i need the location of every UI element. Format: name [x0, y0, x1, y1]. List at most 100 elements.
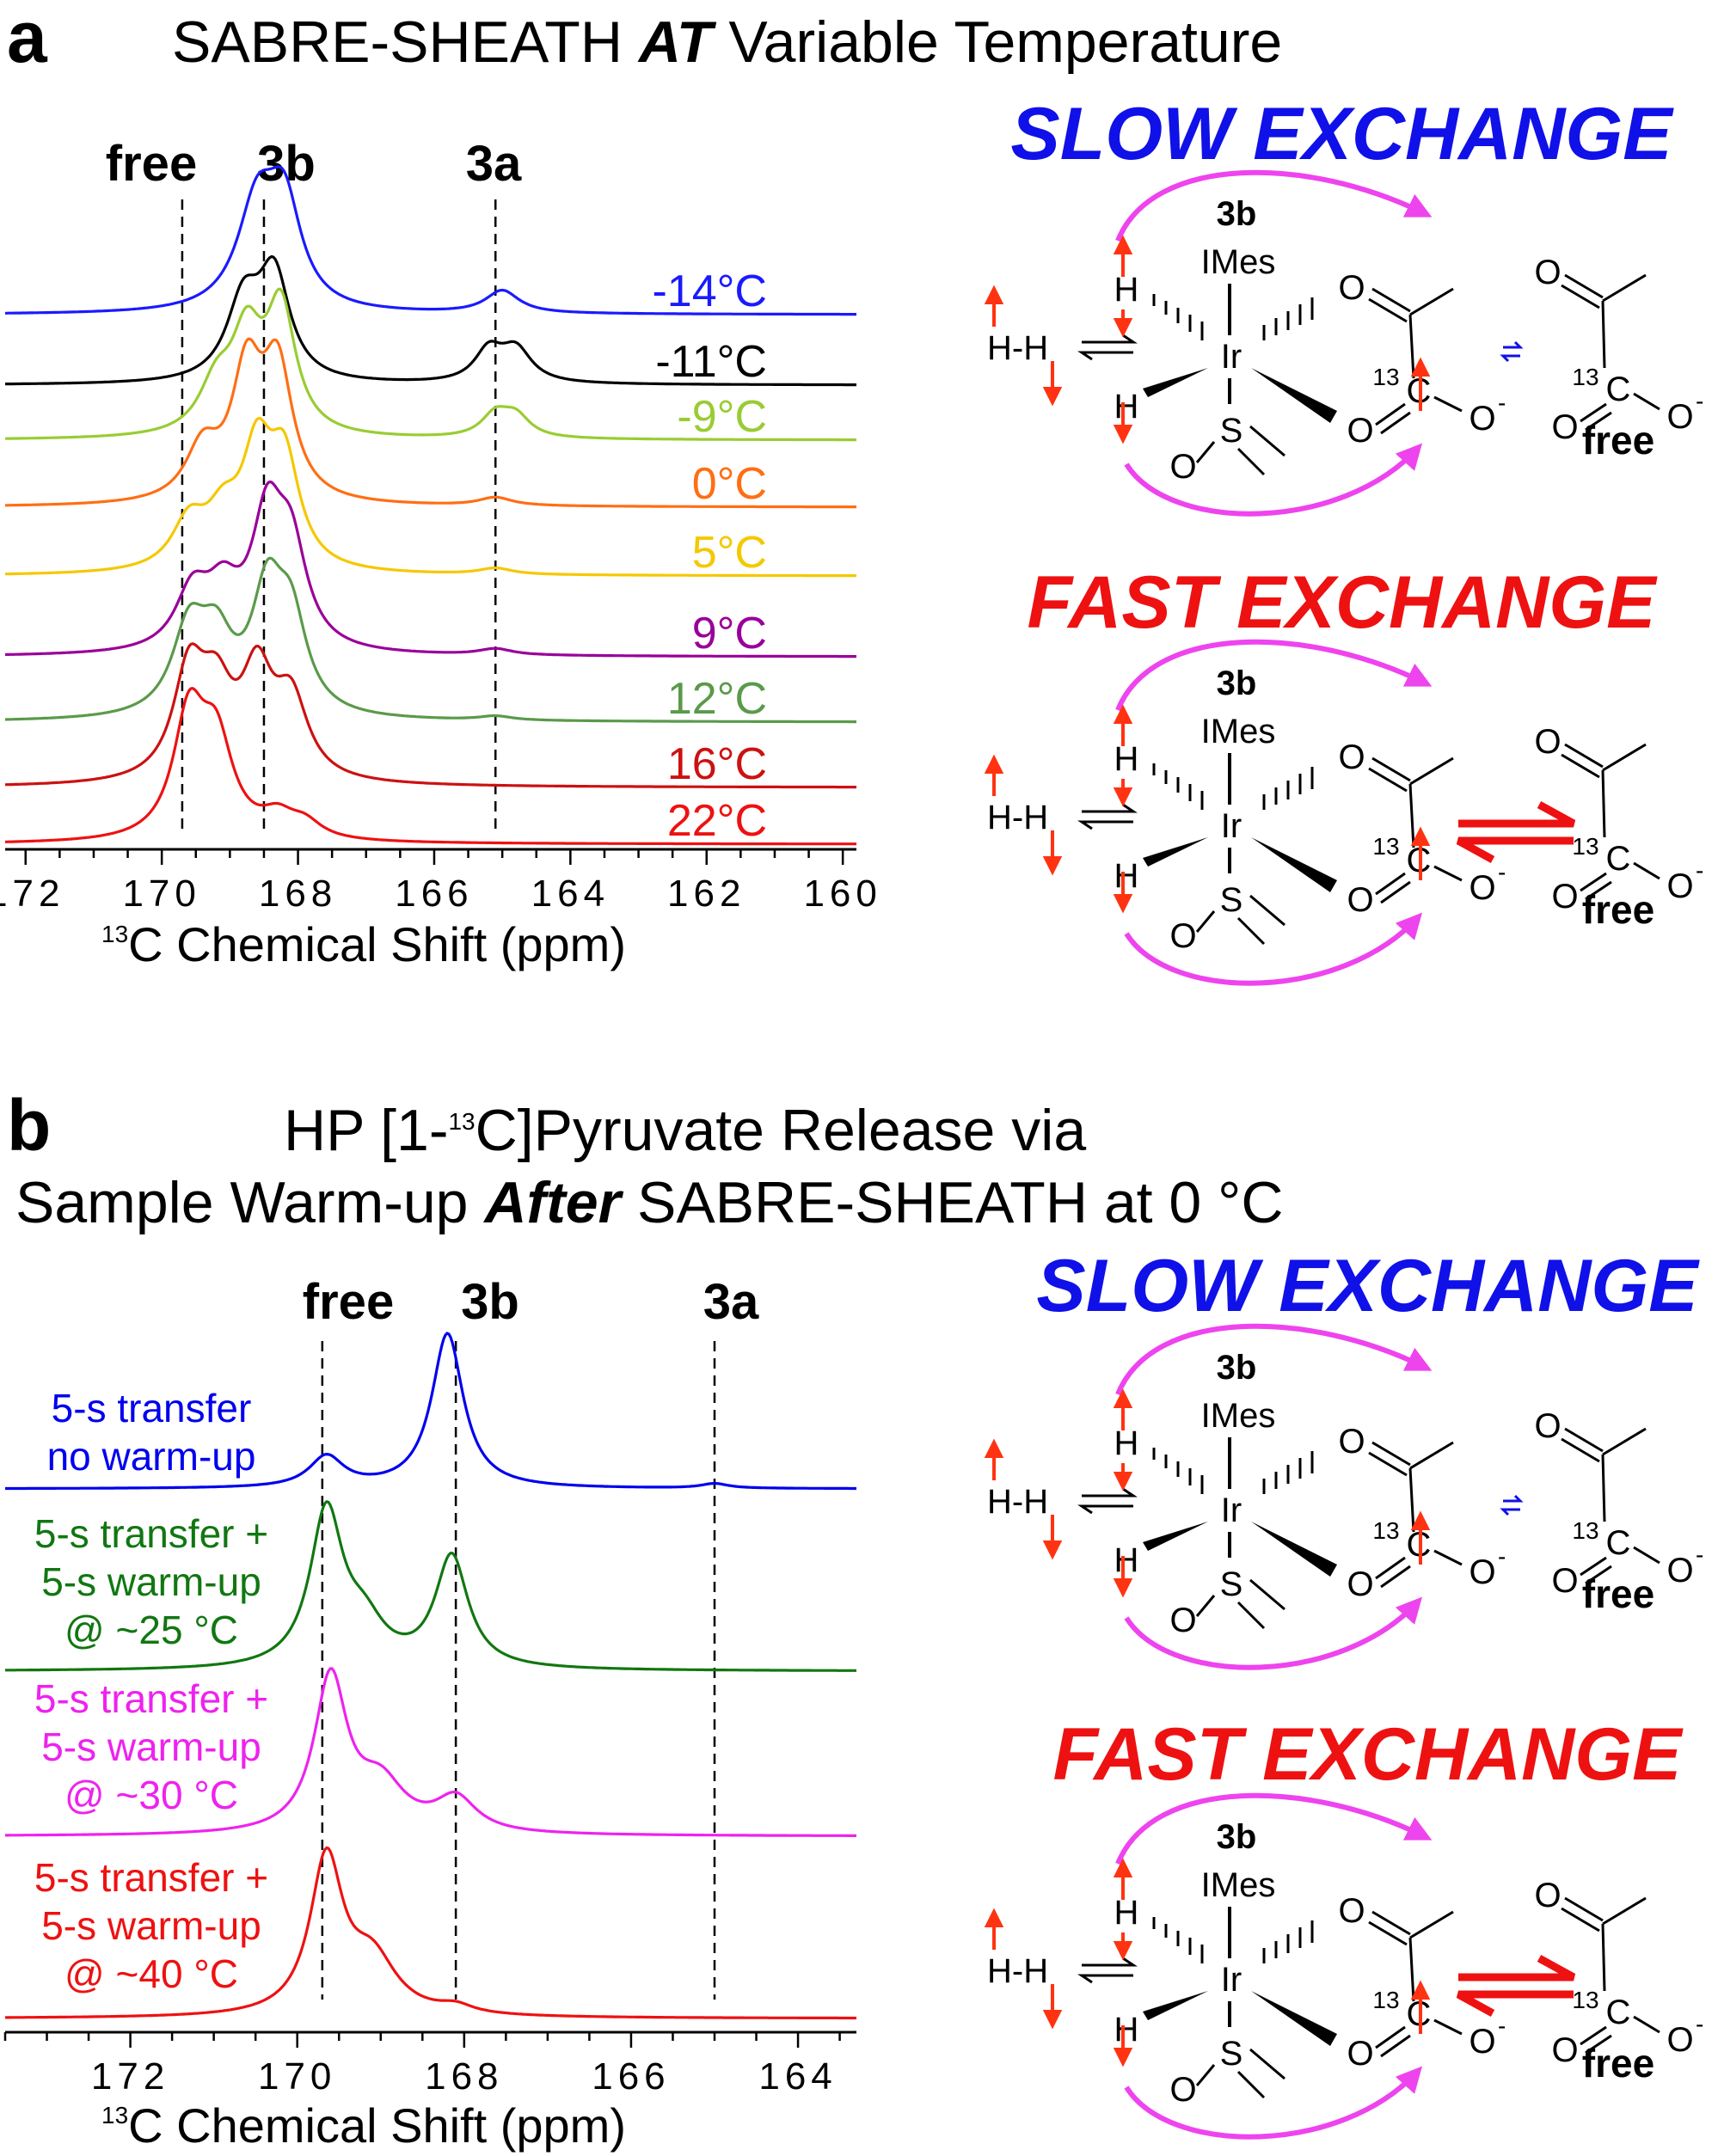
peak-label-3b-a: 3b	[257, 136, 316, 192]
iridium-complex: 3b IMes Ir H H S O O 13 C O O -	[1114, 195, 1506, 486]
panel-a-title: SABRE-SHEATH AT Variable Temperature	[172, 9, 1282, 75]
series-label-8: 16°C	[667, 739, 767, 789]
free-pyruvate: O 13 C O O - free	[1534, 254, 1703, 462]
oxygen-keto-free: O	[1534, 1877, 1561, 1914]
anion-charge-bound: -	[1498, 1543, 1506, 1570]
anion-charge-free: -	[1696, 2011, 1703, 2037]
h2-label: H-H	[987, 1952, 1048, 1990]
series-label-1: -14°C	[652, 266, 767, 316]
polarization-arrow-top	[1115, 1792, 1433, 1865]
carbon-free: C	[1606, 371, 1631, 408]
fast-exchange-icon	[1456, 1955, 1576, 2017]
polarization-arrow-bottom	[1124, 443, 1423, 517]
h2-equilibrium-icon	[1077, 1957, 1138, 1984]
hydride-bottom: H	[1114, 857, 1139, 895]
oxygen-anion-free: O	[1666, 398, 1693, 436]
polarization-arrow-bottom	[1124, 2066, 1423, 2140]
imes-label: IMes	[1201, 243, 1276, 281]
peak-label-3a-a: 3a	[466, 136, 522, 192]
free-label: free	[1582, 887, 1654, 932]
panel-b-title-line1: HP [1-13C]Pyruvate Release via	[284, 1098, 1086, 1163]
isotope-label-free: 13	[1572, 1987, 1598, 2013]
panel-a: a SABRE-SHEATH AT Variable Temperature f…	[0, 0, 1282, 971]
x-axis-b: 172 170 168 166 164	[3, 2030, 856, 2098]
free-label: free	[1582, 418, 1654, 462]
h2-equilibrium-icon	[1077, 803, 1138, 830]
spectrum-8	[4, 642, 856, 789]
x-tick-label: 162	[667, 873, 745, 915]
scheme-fast-a: 3b IMes Ir H H S O O 13 C O O - H-H	[984, 639, 1703, 986]
polarization-arrow-top	[1115, 1323, 1433, 1396]
iridium-label: Ir	[1221, 807, 1242, 845]
scheme-template: 3b IMes Ir H H S O O 13 C O O - H-H	[984, 1792, 1703, 2140]
series-label-3: -9°C	[677, 392, 767, 442]
spectra-b	[5, 1332, 856, 2020]
spectrum-2	[5, 254, 856, 387]
scheme-template: 3b IMes Ir H H S O O 13 C O O - H-H	[984, 169, 1703, 517]
isotope-label-bound: 13	[1372, 1987, 1399, 2013]
series-label-4: 5-s transfer +	[34, 1855, 268, 1900]
x-tick-label: 168	[425, 2055, 503, 2098]
x-axis-title-a: 13C Chemical Shift (ppm)	[101, 917, 626, 971]
series-label-5: 5°C	[692, 528, 767, 578]
isotope-label-free: 13	[1572, 364, 1598, 390]
spectrum-4	[5, 337, 856, 509]
series-label-6: 9°C	[692, 609, 767, 658]
oxygen-free-dbl: O	[1551, 878, 1578, 916]
spin-arrows	[984, 704, 1431, 914]
anion-charge-free: -	[1696, 1541, 1703, 1568]
x-tick-label: 172	[0, 873, 64, 915]
h2-equilibrium-icon	[1077, 1487, 1138, 1515]
oxygen-free-dbl: O	[1551, 2031, 1578, 2069]
series-label-3: 5-s warm-up	[41, 1724, 261, 1769]
hydride-bottom: H	[1114, 388, 1139, 426]
spectrum-1	[5, 1332, 856, 1491]
imes-label: IMes	[1201, 713, 1276, 750]
oxygen-bound-ir: O	[1347, 2035, 1373, 2073]
sulfur-label: S	[1220, 881, 1243, 919]
oxygen-bound-ir: O	[1347, 1565, 1373, 1603]
x-tick-label: 164	[758, 2055, 837, 2098]
fast-exchange-label-b: FAST EXCHANGE	[1052, 1713, 1684, 1796]
oxygen-anion-bound: O	[1469, 400, 1495, 438]
sulfur-label: S	[1220, 1565, 1243, 1603]
series-label-9: 22°C	[667, 796, 767, 846]
series-label-2: 5-s transfer +	[34, 1511, 268, 1556]
oxygen-keto-bound: O	[1338, 1423, 1365, 1461]
hydride-top: H	[1114, 1894, 1139, 1932]
oxygen-anion-bound: O	[1469, 2023, 1495, 2061]
oxygen-keto-free: O	[1534, 723, 1561, 761]
oxygen-bound-ir: O	[1347, 412, 1373, 450]
spin-arrows	[984, 1858, 1431, 2067]
x-tick-label: 168	[259, 873, 337, 915]
oxygen-anion-bound: O	[1469, 869, 1495, 907]
series-label-4: @ ~40 °C	[64, 1951, 238, 1996]
temperature-labels: -14°C -11°C-9°C 0°C 5°C 9°C 12°C 16°C 22°C	[652, 266, 767, 846]
anion-charge-free: -	[1696, 857, 1703, 884]
oxygen-keto-bound: O	[1338, 738, 1365, 776]
h2-equilibrium-icon	[1077, 334, 1138, 361]
iridium-complex: 3b IMes Ir H H S O O 13 C O O -	[1114, 1818, 1506, 2109]
polarization-arrow-top	[1115, 169, 1433, 242]
spectra-a	[4, 165, 856, 846]
oxygen-keto-bound: O	[1338, 1892, 1365, 1930]
spectrum-3	[5, 287, 856, 442]
scheme-template: 3b IMes Ir H H S O O 13 C O O - H-H	[984, 639, 1703, 986]
isotope-label-bound: 13	[1372, 364, 1399, 390]
free-label: free	[1582, 1571, 1654, 1616]
carbon-free: C	[1606, 1994, 1631, 2031]
panel-b-letter: b	[7, 1085, 51, 1166]
spectrum-1	[5, 165, 856, 316]
hydride-bottom: H	[1114, 1541, 1139, 1579]
spectrum-6	[4, 480, 856, 658]
oxygen-keto-free: O	[1534, 254, 1561, 291]
spectrum-3	[5, 1667, 856, 1837]
free-pyruvate: O 13 C O O - free	[1534, 723, 1703, 932]
free-label: free	[1582, 2041, 1654, 2086]
spectrum-2	[5, 1499, 856, 1672]
free-pyruvate: O 13 C O O - free	[1534, 1407, 1703, 1616]
anion-charge-bound: -	[1498, 2012, 1506, 2039]
complex-label: 3b	[1217, 665, 1257, 702]
x-tick-label: 170	[122, 873, 200, 915]
